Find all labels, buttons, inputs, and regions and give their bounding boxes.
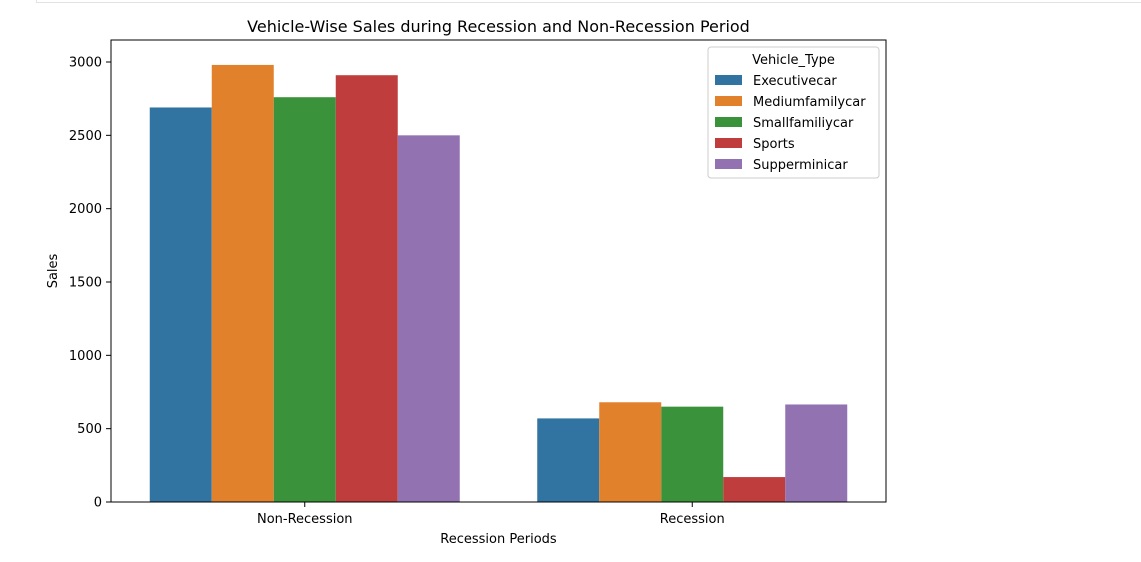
y-tick-label: 1500 — [69, 276, 102, 291]
y-tick-label: 0 — [94, 496, 102, 511]
legend-swatch-mediumfamilycar — [715, 96, 742, 106]
bars-group — [149, 64, 848, 503]
legend-label-supperminicar: Supperminicar — [753, 158, 848, 173]
bar-sports-non-recession — [335, 75, 398, 502]
bar-executivecar-non-recession — [149, 107, 212, 502]
bar-mediumfamilycar-recession — [599, 402, 662, 502]
bar-smallfamiliycar-recession — [661, 406, 724, 502]
y-tick-label: 3000 — [69, 56, 102, 71]
legend-label-executivecar: Executivecar — [753, 74, 837, 89]
x-tick-label: Recession — [660, 512, 725, 527]
legend-swatch-smallfamiliycar — [715, 117, 742, 127]
y-tick-label: 1000 — [69, 349, 102, 364]
chart-title: Vehicle-Wise Sales during Recession and … — [247, 17, 750, 36]
legend-title: Vehicle_Type — [752, 53, 835, 68]
x-axis-label: Recession Periods — [440, 532, 557, 547]
y-axis: 0 500 1000 1500 2000 2500 3000 — [69, 56, 111, 511]
plot-frame — [110, 39, 887, 503]
bar-smallfamiliycar-non-recession — [273, 97, 336, 502]
legend-label-sports: Sports — [753, 137, 795, 152]
x-tick-label: Non-Recession — [257, 512, 353, 527]
bar-sports-recession — [723, 477, 786, 502]
legend-label-mediumfamilycar: Mediumfamilycar — [753, 95, 866, 110]
legend: Vehicle_Type Executivecar Mediumfamilycar S… — [707, 46, 880, 179]
y-axis-label: Sales — [46, 253, 61, 288]
bar-supperminicar-recession — [785, 404, 848, 502]
y-tick-label: 2000 — [69, 202, 102, 217]
y-tick-label: 2500 — [69, 129, 102, 144]
legend-swatch-executivecar — [715, 75, 742, 85]
bar-supperminicar-non-recession — [397, 135, 460, 503]
x-axis: Non-Recession Recession — [257, 502, 725, 527]
top-border — [36, 0, 1141, 3]
legend-label-smallfamiliycar: Smallfamiliycar — [753, 116, 854, 131]
legend-swatch-supperminicar — [715, 159, 742, 169]
y-tick-label: 500 — [77, 422, 102, 437]
legend-box — [707, 46, 880, 179]
bar-mediumfamilycar-non-recession — [211, 64, 274, 502]
legend-swatch-sports — [715, 138, 742, 148]
bar-executivecar-recession — [537, 418, 600, 502]
